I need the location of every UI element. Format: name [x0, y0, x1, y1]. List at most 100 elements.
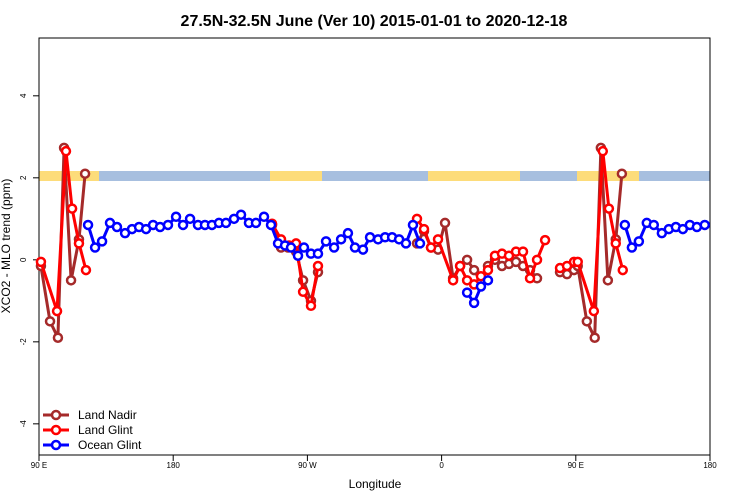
- data-point: [96, 236, 108, 247]
- legend-label: Land Nadir: [78, 408, 137, 422]
- data-point: [581, 316, 593, 327]
- plot-frame: [38, 37, 711, 456]
- data-point: [111, 221, 123, 233]
- series: [82, 209, 711, 309]
- data-point: [292, 250, 304, 261]
- data-point: [162, 219, 174, 231]
- data-point: [312, 260, 324, 272]
- data-point: [298, 242, 310, 253]
- data-point: [414, 238, 426, 249]
- x-tick-label: 90 E: [568, 461, 584, 470]
- data-point: [312, 248, 324, 259]
- data-point: [589, 332, 600, 343]
- data-point: [184, 213, 196, 225]
- data-point: [432, 234, 444, 245]
- data-point: [335, 234, 347, 245]
- data-point: [588, 305, 600, 317]
- y-tick-label: 0: [19, 257, 28, 262]
- legend-label: Land Glint: [78, 423, 133, 437]
- data-point: [461, 254, 473, 266]
- data-point: [297, 286, 309, 298]
- data-point: [633, 236, 645, 247]
- x-tick-label: 90 W: [298, 461, 317, 470]
- data-point: [65, 275, 77, 286]
- data-point: [418, 223, 430, 235]
- data-point: [66, 203, 78, 214]
- data-point: [468, 264, 480, 276]
- data-point: [258, 211, 270, 223]
- x-tick-label: 180: [703, 461, 717, 470]
- data-point: [52, 332, 64, 343]
- data-point: [364, 232, 376, 243]
- data-point: [475, 281, 487, 292]
- data-point: [603, 203, 615, 214]
- data-point: [265, 219, 277, 231]
- x-tick-label: 0: [439, 461, 444, 470]
- land-strip: [270, 171, 322, 181]
- data-point: [610, 238, 622, 249]
- x-tick-label: 90 E: [31, 461, 47, 470]
- data-point: [79, 168, 91, 179]
- data-point: [177, 219, 189, 231]
- y-axis-label: XCO2 - MLO trend (ppm): [0, 179, 13, 314]
- data-point: [400, 238, 412, 249]
- legend-marker: [50, 409, 62, 421]
- data-point: [572, 256, 583, 268]
- data-point: [482, 275, 494, 286]
- y-tick-label: 4: [19, 93, 28, 98]
- data-point: [250, 217, 262, 229]
- data-point: [531, 254, 543, 266]
- land-strip: [428, 171, 520, 181]
- data-point: [44, 316, 56, 327]
- legend-label: Ocean Glint: [78, 438, 142, 452]
- y-tick-label: -4: [19, 420, 28, 428]
- data-point: [305, 300, 317, 311]
- y-tick-label: 2: [19, 175, 28, 180]
- data-point: [461, 287, 473, 298]
- data-point: [425, 242, 437, 253]
- land-strip: [577, 171, 639, 181]
- data-point: [626, 242, 638, 253]
- data-point: [619, 219, 631, 231]
- data-point: [597, 145, 609, 157]
- data-point: [648, 219, 660, 231]
- data-point: [407, 219, 419, 231]
- data-point: [699, 219, 711, 231]
- data-point: [539, 234, 551, 246]
- series: [35, 145, 629, 317]
- data-point: [482, 264, 494, 276]
- legend-marker: [50, 439, 62, 451]
- data-point: [524, 273, 536, 284]
- x-tick-label: 180: [167, 461, 181, 470]
- data-point: [73, 238, 85, 249]
- data-point: [357, 244, 369, 255]
- data-point: [439, 217, 451, 229]
- data-point: [328, 242, 340, 253]
- data-point: [342, 227, 354, 239]
- data-point: [235, 209, 247, 220]
- data-point: [517, 246, 529, 257]
- data-point: [220, 217, 232, 229]
- data-point: [35, 256, 47, 268]
- data-point: [60, 145, 72, 157]
- data-point: [454, 260, 466, 272]
- data-point: [80, 264, 92, 276]
- chart-title: 27.5N-32.5N June (Ver 10) 2015-01-01 to …: [181, 13, 568, 30]
- data-point: [349, 242, 361, 253]
- data-point: [51, 305, 63, 317]
- data-point: [170, 211, 182, 223]
- map-strip: [39, 171, 710, 181]
- data-point: [320, 236, 332, 247]
- data-point: [285, 242, 297, 253]
- data-point: [447, 275, 459, 286]
- x-axis-label: Longitude: [349, 477, 402, 491]
- data-point: [602, 275, 614, 286]
- legend-marker: [50, 424, 62, 436]
- data-point: [82, 219, 94, 231]
- data-point: [617, 264, 629, 276]
- data-point: [616, 168, 628, 179]
- y-tick-label: -2: [19, 338, 28, 346]
- data-point: [89, 242, 101, 253]
